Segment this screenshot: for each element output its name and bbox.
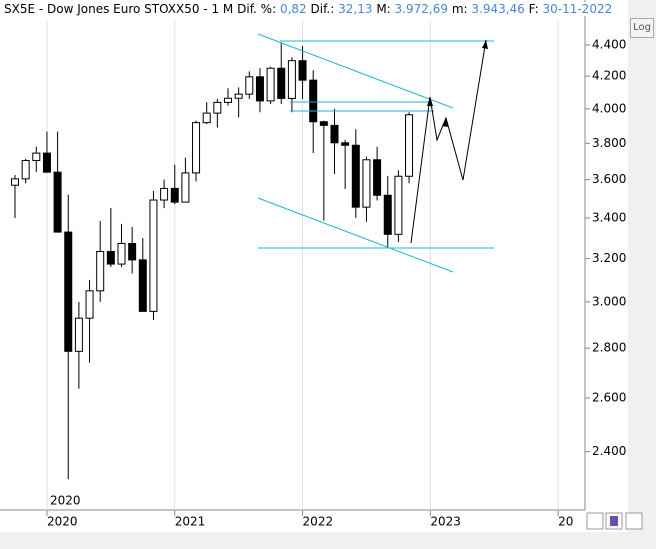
y-tick-label: 3.600 <box>592 172 626 186</box>
candle-body <box>298 60 307 81</box>
y-tick-label: 3.000 <box>592 294 626 308</box>
candle-body <box>224 97 232 103</box>
candle-body <box>373 159 382 196</box>
projection-path <box>410 39 487 244</box>
candle-body <box>245 76 254 95</box>
candle-body <box>192 122 201 174</box>
candle-body <box>319 121 328 126</box>
save-icon <box>610 516 618 526</box>
field-label: Dif.: <box>310 2 335 16</box>
field-label: F: <box>528 2 539 16</box>
candle-body <box>287 60 296 99</box>
candle-body <box>266 67 275 102</box>
x-tick-label: 2022 <box>303 515 334 529</box>
x-tick-label: 2023 <box>430 515 461 529</box>
candle-body <box>405 114 414 177</box>
field-label: M: <box>376 2 391 16</box>
candle-body <box>213 101 222 114</box>
arrow-head <box>442 118 448 127</box>
y-tick-label: 2.400 <box>592 444 626 458</box>
candle-body <box>74 317 83 352</box>
export-button[interactable] <box>625 512 643 530</box>
candle-body <box>21 159 30 180</box>
candle-body <box>128 242 137 261</box>
candle-body <box>11 178 19 186</box>
trend-line <box>257 33 454 109</box>
candle-body <box>394 175 403 235</box>
y-tick-label: 4.400 <box>592 37 626 51</box>
candle-body <box>96 251 105 292</box>
undo-button[interactable] <box>586 512 604 530</box>
candle-body <box>341 142 350 146</box>
candle-body <box>85 290 94 319</box>
drawings <box>257 33 494 273</box>
candle-body <box>117 242 126 265</box>
candle-body <box>351 144 360 208</box>
y-tick-label: 3.800 <box>592 136 626 150</box>
marker-label: 2020 <box>50 494 81 508</box>
x-tick-label: 2020 <box>47 515 78 529</box>
candle-body <box>330 124 339 144</box>
arrow-head <box>427 97 433 106</box>
field-value: 3.943,46 <box>471 2 525 16</box>
field-value: 30-11-2022 <box>542 2 613 16</box>
toolbar <box>586 512 643 530</box>
field-label: m: <box>451 2 468 16</box>
x-tick-label: 2021 <box>175 515 206 529</box>
candle-body <box>53 171 62 233</box>
candle-body <box>277 67 286 99</box>
y-tick-label: 4.200 <box>592 69 626 83</box>
y-tick-label: 2.800 <box>592 341 626 355</box>
candle-body <box>138 259 147 312</box>
candle-body <box>64 231 73 352</box>
candle-body <box>160 187 169 201</box>
y-tick-label: 2.600 <box>592 390 626 404</box>
field-value: 32,13 <box>338 2 373 16</box>
candle-body <box>202 112 211 124</box>
candle-body <box>106 251 115 265</box>
status-bar <box>0 532 656 549</box>
symbol: SX5E - Dow Jones Euro STOXX50 - <box>4 2 208 16</box>
field-value: 3.972,69 <box>394 2 448 16</box>
candle-body <box>309 79 318 123</box>
y-tick-label: 3.400 <box>592 210 626 224</box>
candle-body <box>234 93 243 99</box>
period: 1 M <box>211 2 234 16</box>
candle-body <box>383 194 392 235</box>
header: SX5E - Dow Jones Euro STOXX50 - 1 M Dif.… <box>4 2 617 16</box>
field-label: Dif. %: <box>237 2 277 16</box>
x-tick-label: 20 <box>558 515 573 529</box>
trend-line <box>257 197 454 273</box>
y-tick-label: 4.000 <box>592 101 626 115</box>
candle-body <box>32 152 41 161</box>
candle-body <box>255 76 264 102</box>
log-button[interactable]: Log <box>630 18 654 38</box>
candle-body <box>149 199 158 312</box>
y-tick-label: 3.200 <box>592 251 626 265</box>
field-value: 0,82 <box>279 2 307 16</box>
candle-body <box>181 172 190 203</box>
candle-body <box>42 152 51 173</box>
candle-body <box>362 159 371 208</box>
arrow-head <box>482 40 488 49</box>
side-panel <box>628 0 656 549</box>
candle-body <box>170 187 179 203</box>
